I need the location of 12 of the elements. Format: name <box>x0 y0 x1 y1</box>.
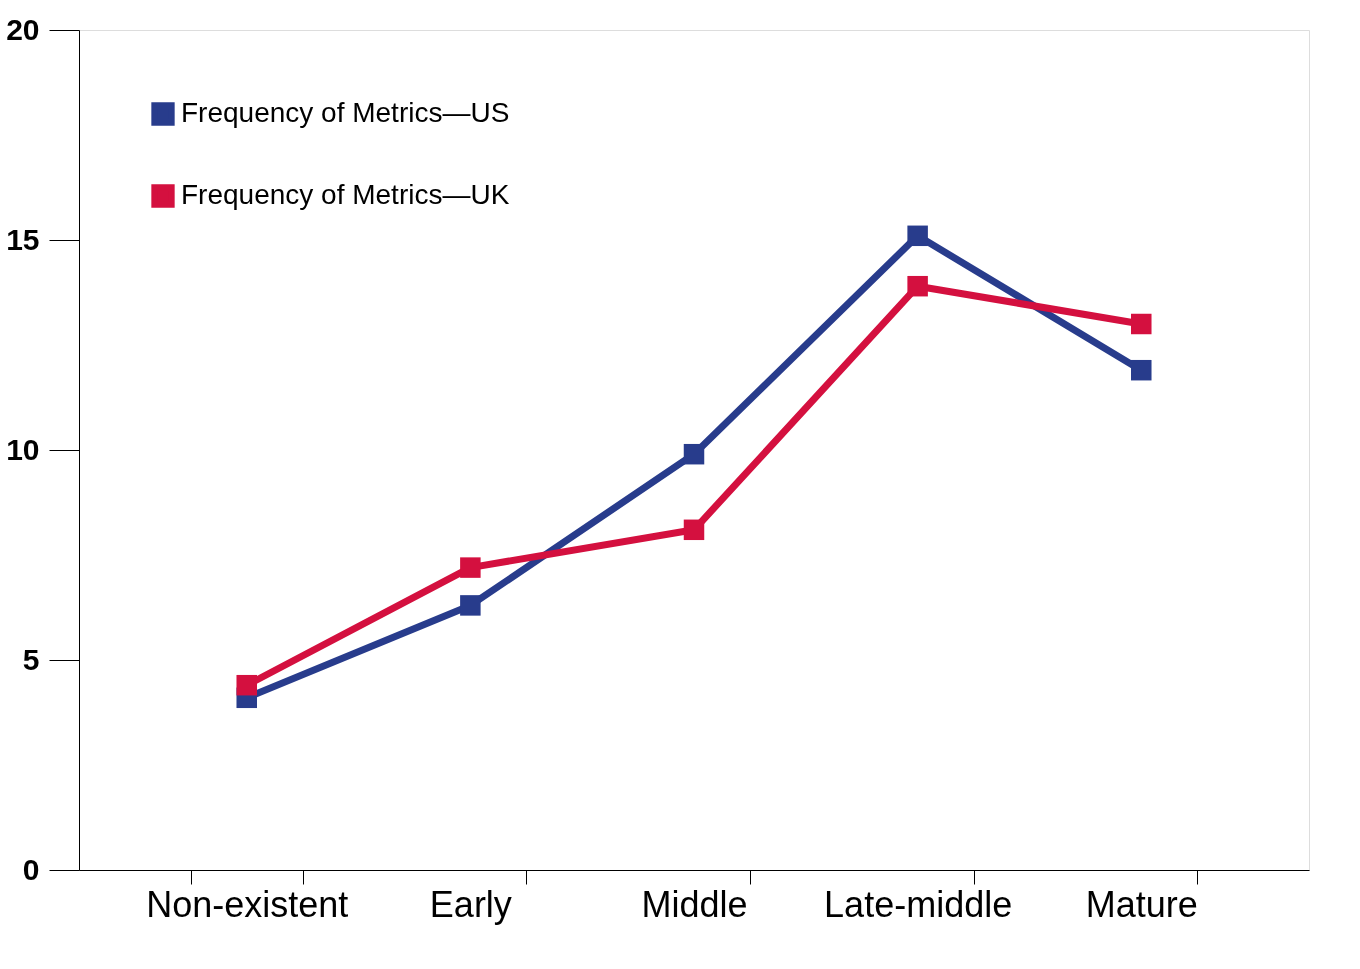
x-tick-label: Non-existent <box>146 883 349 925</box>
y-tick-label: 10 <box>6 432 40 466</box>
x-tick-label: Late-middle <box>824 883 1013 925</box>
x-tick-label: Middle <box>641 883 748 925</box>
y-tick-label: 20 <box>6 12 40 46</box>
x-tick-label: Mature <box>1085 883 1198 925</box>
y-tick-label: 0 <box>22 852 40 886</box>
y-tick-label: 15 <box>6 222 40 256</box>
y-tick-label: 5 <box>22 642 40 676</box>
legend-label: Frequency of Metrics—UK <box>181 179 510 210</box>
x-tick-label: Early <box>429 883 512 925</box>
legend-label: Frequency of Metrics—US <box>181 97 510 128</box>
